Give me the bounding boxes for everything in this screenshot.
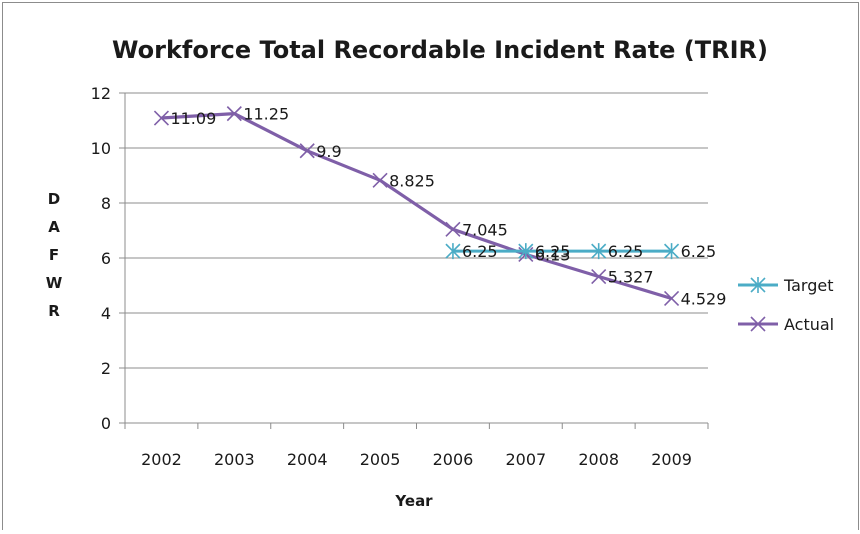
y-tick-label: 0: [101, 414, 111, 433]
data-label-target: 6.25: [535, 242, 571, 261]
data-label-actual: 9.9: [316, 142, 341, 161]
axes: [119, 92, 709, 429]
marker-x: [226, 106, 242, 122]
marker-x: [372, 172, 388, 188]
x-tick-label: 2009: [651, 450, 692, 469]
y-tick-label: 12: [91, 84, 111, 103]
chart-title: Workforce Total Recordable Incident Rate…: [112, 36, 768, 64]
data-label-actual: 11.25: [243, 105, 289, 124]
legend-item-target: Target: [738, 276, 834, 295]
marker-x: [445, 221, 461, 237]
y-axis-title-letter: R: [48, 302, 60, 320]
legend-label: Actual: [784, 315, 834, 334]
data-label-actual: 6.13: [535, 245, 571, 264]
legend-label: Target: [783, 276, 834, 295]
x-axis-ticks: 2002 2003 2004 2005 2006 2007 2008 2009: [141, 450, 692, 469]
x-tick-label: 2008: [578, 450, 619, 469]
x-axis-title: Year: [394, 492, 433, 510]
data-label-target: 6.25: [608, 242, 644, 261]
y-axis-title-letter: W: [46, 274, 63, 292]
data-label-actual: 4.529: [681, 289, 727, 308]
x-tick-label: 2003: [214, 450, 255, 469]
series-target: [445, 243, 680, 260]
series-actual: [153, 106, 680, 307]
y-axis-title-letter: F: [49, 246, 59, 264]
marker-x: [750, 316, 766, 332]
series: [153, 106, 680, 307]
y-tick-label: 2: [101, 359, 111, 378]
marker-x: [299, 143, 315, 159]
y-axis-ticks: 0 2 4 6 8 10 12: [91, 84, 111, 433]
legend: Target Actual: [738, 276, 834, 334]
x-tick-label: 2006: [433, 450, 474, 469]
y-tick-label: 10: [91, 139, 111, 158]
y-tick-label: 4: [101, 304, 111, 323]
marker-x: [591, 268, 607, 285]
x-tick-label: 2002: [141, 450, 182, 469]
x-tick-label: 2004: [287, 450, 328, 469]
data-label-target: 6.25: [462, 242, 498, 261]
x-tick-label: 2005: [360, 450, 401, 469]
y-tick-label: 6: [101, 249, 111, 268]
data-label-actual: 7.045: [462, 220, 508, 239]
y-tick-label: 8: [101, 194, 111, 213]
data-label-actual: 5.327: [608, 268, 654, 287]
gridlines: [125, 92, 708, 369]
data-label-target: 6.25: [681, 242, 717, 261]
marker-x: [153, 110, 170, 126]
data-label-actual: 8.825: [389, 171, 435, 190]
data-labels: 6.25 6.25 6.25 6.25 11.09 11.25 9.9 8.825 7.045 6…: [170, 105, 726, 309]
marker-x: [663, 290, 680, 307]
y-axis-title-letter: A: [48, 218, 60, 236]
series-line-actual: [161, 112, 673, 301]
legend-item-actual: Actual: [738, 315, 834, 334]
data-label-actual: 11.09: [170, 109, 216, 128]
y-axis-title-letter: D: [48, 190, 60, 208]
x-tick-label: 2007: [505, 450, 546, 469]
